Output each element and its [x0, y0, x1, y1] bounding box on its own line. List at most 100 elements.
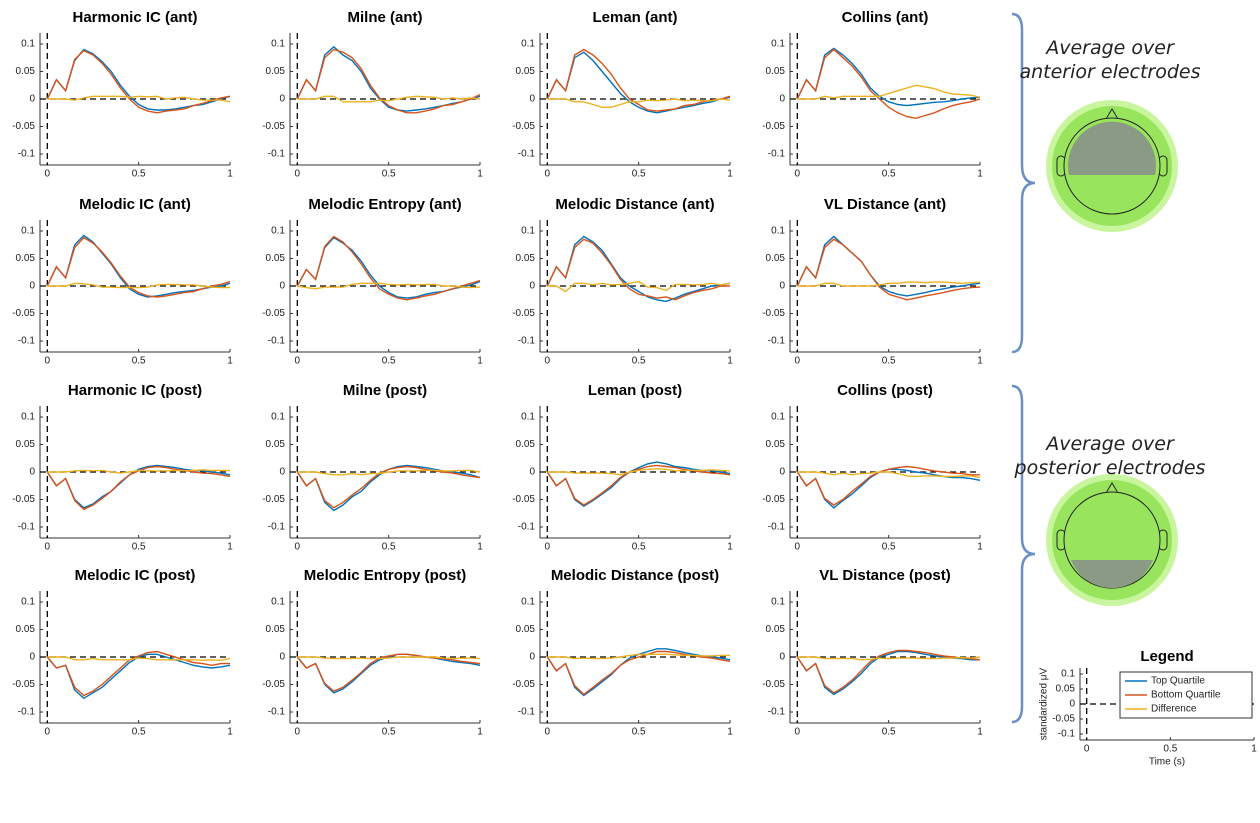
panel: Melodic Entropy (ant) 0.1 0.05 0 -0.05 -0.1 0 0… — [262, 196, 483, 367]
panel-title: Leman (ant) — [592, 9, 677, 26]
series-line — [296, 653, 481, 694]
series-line — [547, 98, 731, 108]
x-tick-label: 0 — [45, 727, 51, 738]
panel: Collins (post) 0.1 0.05 0 -0.05 -0.1 0 0.5 1 — [762, 382, 983, 553]
x-tick-label: 1 — [727, 169, 733, 180]
x-tick-label: 0 — [545, 542, 551, 553]
x-tick-label: 1 — [477, 542, 483, 553]
series-line — [797, 84, 981, 100]
panel-title: Milne (post) — [343, 382, 427, 399]
y-tick-label: -0.05 — [762, 308, 785, 319]
x-tick-label: 0 — [45, 169, 51, 180]
y-tick-label: 0.05 — [266, 624, 286, 635]
series-line — [46, 653, 231, 700]
y-tick-label: 0 — [279, 94, 285, 105]
y-tick-label: 0.1 — [21, 412, 35, 423]
panel-title: Legend — [1140, 648, 1193, 665]
annotation-line: posterior electrodes — [1014, 457, 1206, 479]
y-tick-label: 0 — [779, 652, 785, 663]
x-tick-label: 1 — [977, 356, 983, 367]
panel-title: VL Distance (post) — [819, 567, 950, 584]
x-tick-label: 0 — [295, 356, 301, 367]
y-tick-label: -0.05 — [262, 494, 285, 505]
x-tick-label: 1 — [727, 356, 733, 367]
y-tick-label: 0.05 — [766, 253, 786, 264]
series-line — [547, 467, 731, 476]
y-tick-label: 0.05 — [766, 624, 786, 635]
series-line — [296, 465, 481, 509]
x-tick-label: 0.5 — [882, 727, 896, 738]
y-tick-label: -0.05 — [12, 679, 35, 690]
y-tick-label: 0.05 — [516, 66, 536, 77]
x-tick-label: 1 — [977, 542, 983, 553]
y-tick-label: 0 — [529, 94, 535, 105]
panel: Legend 0.1 0.05 0 -0.05 -0.1 0 0.5 1 Time (s) stan… — [1039, 648, 1258, 768]
y-tick-label: -0.1 — [518, 522, 536, 533]
y-tick-label: 0.1 — [771, 597, 785, 608]
annotation-line: anterior electrodes — [1019, 61, 1201, 83]
x-tick-label: 1 — [227, 727, 233, 738]
panel: Collins (ant) 0.1 0.05 0 -0.05 -0.1 0 0.5 1 — [762, 9, 983, 180]
x-tick-label: 0.5 — [132, 542, 146, 553]
x-tick-label: 0 — [45, 356, 51, 367]
y-tick-label: 0.1 — [771, 226, 785, 237]
series-line — [796, 465, 980, 506]
series-line — [797, 281, 981, 287]
head-posterior — [1046, 474, 1178, 606]
y-tick-label: 0.1 — [1061, 669, 1075, 680]
y-tick-label: 0 — [779, 94, 785, 105]
y-tick-label: 0.1 — [521, 39, 535, 50]
series-line — [546, 464, 731, 506]
y-tick-label: 0 — [29, 94, 35, 105]
annotation: Average over posterior electrodes — [1000, 432, 1220, 480]
series-line — [796, 468, 981, 509]
panel: Milne (post) 0.1 0.05 0 -0.05 -0.1 0 0.5 1 — [262, 382, 483, 553]
x-tick-label: 1 — [477, 356, 483, 367]
x-tick-label: 0.5 — [382, 542, 396, 553]
y-tick-label: -0.1 — [268, 149, 286, 160]
y-tick-label: -0.1 — [518, 336, 536, 347]
series-line — [797, 656, 981, 661]
panel-title: Melodic Entropy (post) — [304, 567, 467, 584]
series-line — [547, 280, 731, 293]
y-tick-label: -0.1 — [18, 707, 36, 718]
y-tick-label: -0.05 — [262, 308, 285, 319]
y-tick-label: 0.1 — [521, 412, 535, 423]
x-tick-label: 0 — [795, 727, 801, 738]
panel: Harmonic IC (post) 0.1 0.05 0 -0.05 -0.1 0 0.5 1 — [12, 382, 233, 553]
series-line — [546, 238, 730, 301]
x-tick-label: 0 — [545, 169, 551, 180]
y-tick-label: -0.05 — [1052, 714, 1075, 725]
series-line — [47, 656, 231, 662]
series-line — [47, 282, 230, 289]
panel-title: Harmonic IC (post) — [68, 382, 202, 399]
y-tick-label: 0.05 — [16, 439, 36, 450]
panel-title: Collins (ant) — [842, 9, 929, 26]
y-tick-label: -0.05 — [262, 121, 285, 132]
x-tick-label: 0.5 — [382, 169, 396, 180]
y-tick-label: 0.05 — [266, 439, 286, 450]
legend: Top Quartile Bottom Quartile Difference — [1119, 671, 1253, 719]
y-tick-label: -0.1 — [268, 707, 286, 718]
bracket — [1011, 384, 1036, 724]
x-tick-label: 0 — [295, 169, 301, 180]
y-tick-label: 0.1 — [271, 412, 285, 423]
panel: Leman (post) 0.1 0.05 0 -0.05 -0.1 0 0.5 1 — [512, 382, 733, 553]
y-tick-label: 0.1 — [21, 597, 35, 608]
y-tick-label: 0 — [779, 467, 785, 478]
y-tick-label: 0.1 — [21, 226, 35, 237]
series-line — [47, 95, 231, 103]
series-line — [296, 653, 481, 692]
x-tick-label: 1 — [977, 727, 983, 738]
x-tick-label: 1 — [727, 727, 733, 738]
y-tick-label: -0.05 — [762, 121, 785, 132]
panel: Melodic Distance (ant) 0.1 0.05 0 -0.05 -0.1 0… — [512, 196, 733, 367]
y-tick-label: 0.1 — [771, 39, 785, 50]
y-tick-label: -0.05 — [512, 308, 535, 319]
series-line — [796, 238, 981, 301]
panel-title: Leman (post) — [588, 382, 682, 399]
series-line — [796, 47, 981, 107]
panel: Milne (ant) 0.1 0.05 0 -0.05 -0.1 0 0.5 1 — [262, 9, 483, 180]
series-line — [547, 653, 730, 660]
